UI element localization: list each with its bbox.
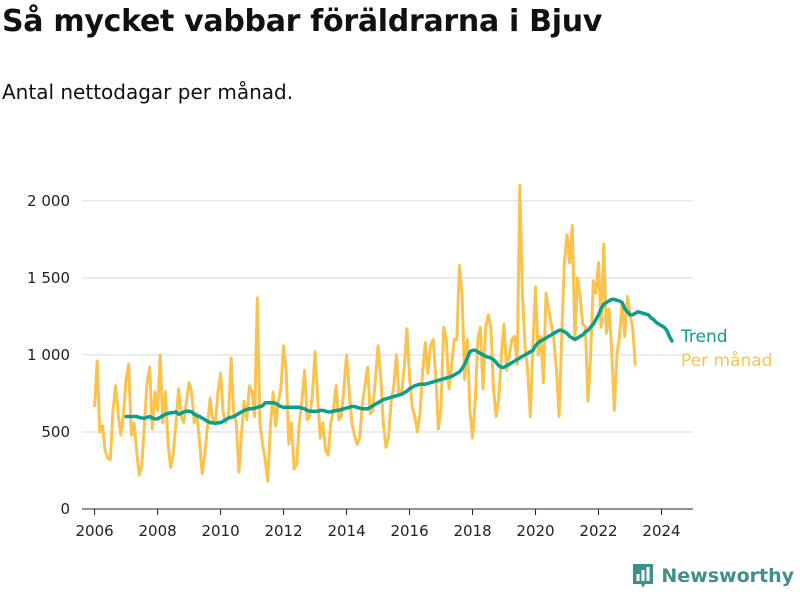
chart-subtitle: Antal nettodagar per månad. — [2, 80, 294, 104]
x-tick-label: 2006 — [76, 522, 114, 540]
monthly-series-line — [93, 183, 637, 483]
legend-label-monthly: Per månad — [681, 350, 772, 371]
y-tick-label: 0 — [60, 500, 70, 518]
brand-mark: Newsworthy — [631, 562, 794, 590]
x-tick-label: 2020 — [516, 522, 554, 540]
x-tick-label: 2008 — [138, 522, 176, 540]
x-tick-label: 2024 — [642, 522, 680, 540]
plot-area — [93, 183, 674, 483]
legend: Trend Per månad — [680, 327, 772, 371]
y-tick-label: 2 000 — [27, 192, 70, 210]
x-tick-label: 2016 — [390, 522, 428, 540]
y-axis: 0 500 1 000 1 500 2 000 — [27, 192, 70, 518]
y-tick-label: 1 500 — [27, 269, 70, 287]
x-tick-label: 2018 — [453, 522, 491, 540]
x-tick-label: 2014 — [327, 522, 365, 540]
trend-series-line — [124, 297, 674, 426]
y-tick-label: 500 — [41, 423, 70, 441]
chart-title: Så mycket vabbar föräldrarna i Bjuv — [2, 4, 603, 39]
x-tick-label: 2010 — [201, 522, 239, 540]
x-axis: 2006 2008 2010 2012 2014 2016 2018 2020 2022 2024 — [76, 509, 681, 540]
x-tick-label: 2022 — [579, 522, 617, 540]
legend-label-trend: Trend — [680, 327, 728, 347]
x-tick-label: 2012 — [264, 522, 302, 540]
bar-chart-logo-icon — [633, 564, 654, 588]
y-tick-label: 1 000 — [27, 346, 70, 364]
brand-name: Newsworthy — [661, 565, 794, 587]
